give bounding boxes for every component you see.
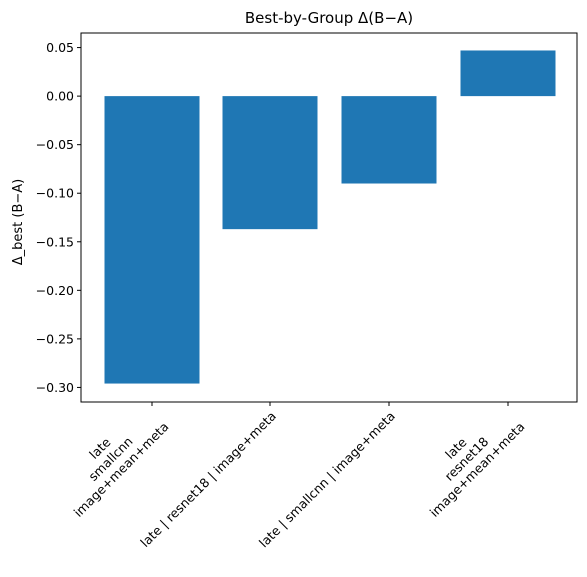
axes-frame (80, 32, 578, 403)
y-tick-label: −0.15 (36, 234, 74, 249)
y-tick-label: −0.20 (36, 283, 74, 298)
y-axis-ticks: 0.05 0.00 −0.05 −0.10 −0.15 −0.20 −0.25 −0.30 (36, 40, 81, 395)
x-tick-label: latesmallcnnimage+mean+meta (49, 398, 171, 520)
chart-title: Best-by-Group Δ(B−A) (245, 9, 413, 27)
y-tick-label: 0.05 (46, 40, 74, 55)
bar-1 (222, 96, 318, 230)
y-axis-label: Δ_best (B−A) (11, 179, 26, 266)
y-tick-label: −0.05 (36, 137, 74, 152)
bars-group (104, 50, 556, 384)
bar-0 (104, 96, 200, 384)
y-tick-label: −0.25 (36, 331, 74, 346)
bar-2 (341, 96, 437, 184)
x-tick-label: lateresnet18image+mean+meta (405, 398, 527, 520)
bar-3 (460, 50, 556, 97)
y-tick-label: −0.30 (36, 380, 74, 395)
y-tick-label: −0.10 (36, 186, 74, 201)
x-tick-label: late | smallcnn | image+meta (256, 408, 398, 550)
y-tick-label: 0.00 (46, 89, 74, 104)
